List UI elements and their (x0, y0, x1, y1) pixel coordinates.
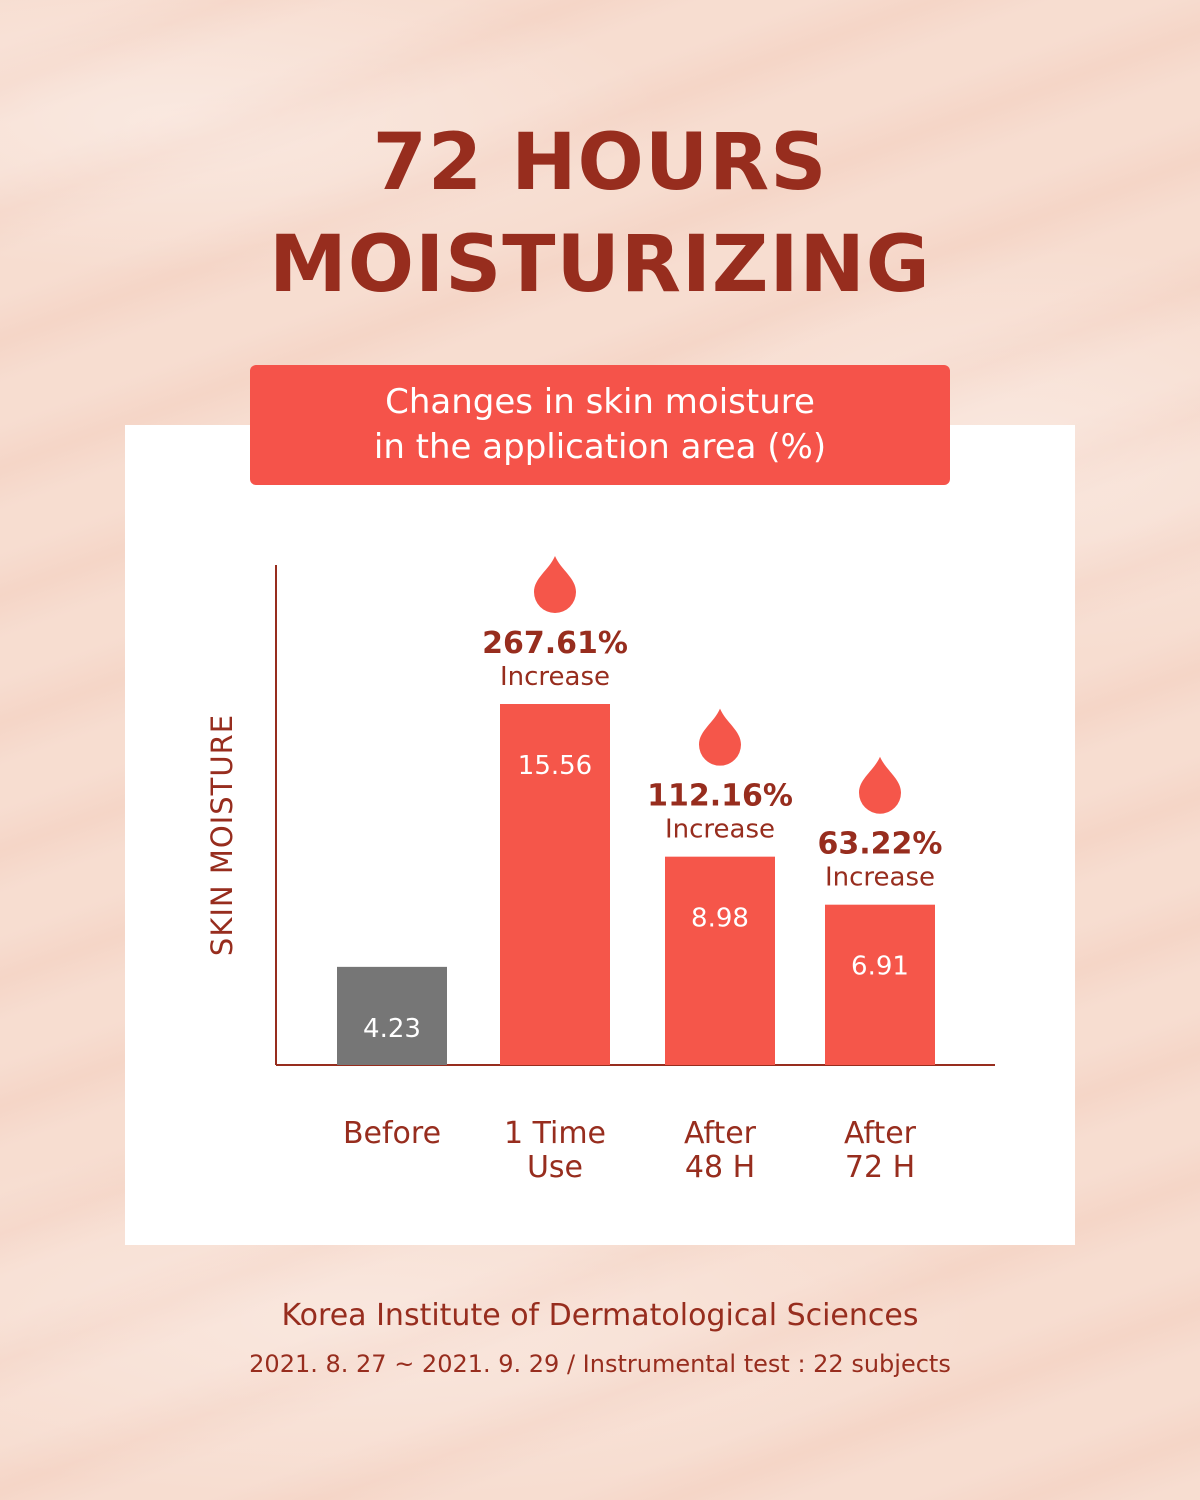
bar-value-label-2: 8.98 (691, 904, 749, 934)
increase-text-label-1: Increase (500, 662, 610, 692)
bar-value-label-0: 4.23 (363, 1014, 421, 1044)
water-drop-icon (534, 556, 576, 614)
increase-percent-label-3: 63.22% (818, 827, 943, 862)
category-label-1-1: Use (527, 1150, 583, 1185)
category-label-2-1: 48 H (685, 1150, 755, 1185)
category-label-1-0: 1 Time (504, 1116, 606, 1151)
bar-3 (825, 904, 935, 1065)
test-period-note: 2021. 8. 27 ~ 2021. 9. 29 / Instrumental… (249, 1350, 951, 1378)
headline: 72 HOURS MOISTURIZING (0, 112, 1200, 316)
increase-percent-label-1: 267.61% (482, 626, 628, 661)
category-label-0-0: Before (343, 1116, 441, 1151)
bar-1 (500, 704, 610, 1065)
headline-line-2: MOISTURIZING (269, 220, 931, 310)
category-label-2-0: After (684, 1116, 757, 1151)
chart-title-banner: Changes in skin moisture in the applicat… (250, 365, 950, 485)
bar-2 (665, 856, 775, 1065)
increase-text-label-2: Increase (665, 815, 775, 845)
headline-line-1: 72 HOURS (372, 118, 828, 208)
category-label-3-1: 72 H (845, 1150, 915, 1185)
source-organization: Korea Institute of Dermatological Scienc… (281, 1298, 919, 1333)
increase-text-label-3: Increase (825, 863, 935, 893)
increase-percent-label-2: 112.16% (647, 779, 793, 814)
water-drop-icon (859, 756, 901, 814)
bar-0 (337, 966, 447, 1065)
chart-title-line-2: in the application area (%) (373, 427, 827, 467)
chart-title-line-1: Changes in skin moisture (385, 382, 815, 422)
water-drop-icon (699, 708, 741, 766)
bar-value-label-3: 6.91 (851, 952, 909, 982)
category-label-3-0: After (844, 1116, 917, 1151)
bar-value-label-1: 15.56 (518, 751, 592, 781)
